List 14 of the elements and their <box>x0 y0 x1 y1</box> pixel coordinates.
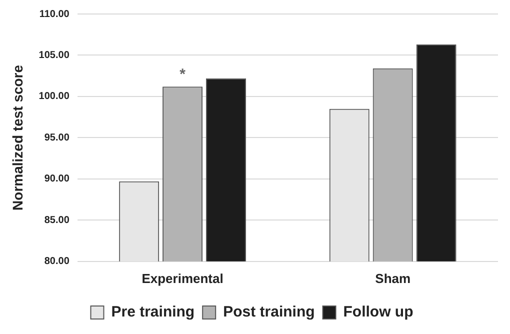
legend-label: Post training <box>223 304 315 321</box>
y-tick-label: 95.00 <box>44 132 70 144</box>
y-tick-label: 105.00 <box>38 50 70 61</box>
y-tick-label: 80.00 <box>44 256 70 268</box>
annotation: * <box>180 66 186 84</box>
x-tick-label: Experimental <box>142 270 224 286</box>
y-tick-label: 90.00 <box>44 174 70 185</box>
y-tick-label: 110.00 <box>39 8 70 20</box>
y-axis-title: Normalized test score <box>9 64 26 210</box>
legend-label: Follow up <box>343 304 414 321</box>
y-tick-label: 85.00 <box>44 214 70 226</box>
legend-label: Pre training <box>111 304 195 321</box>
x-tick-label: Sham <box>375 270 411 286</box>
y-tick-label: 100.00 <box>38 91 70 102</box>
